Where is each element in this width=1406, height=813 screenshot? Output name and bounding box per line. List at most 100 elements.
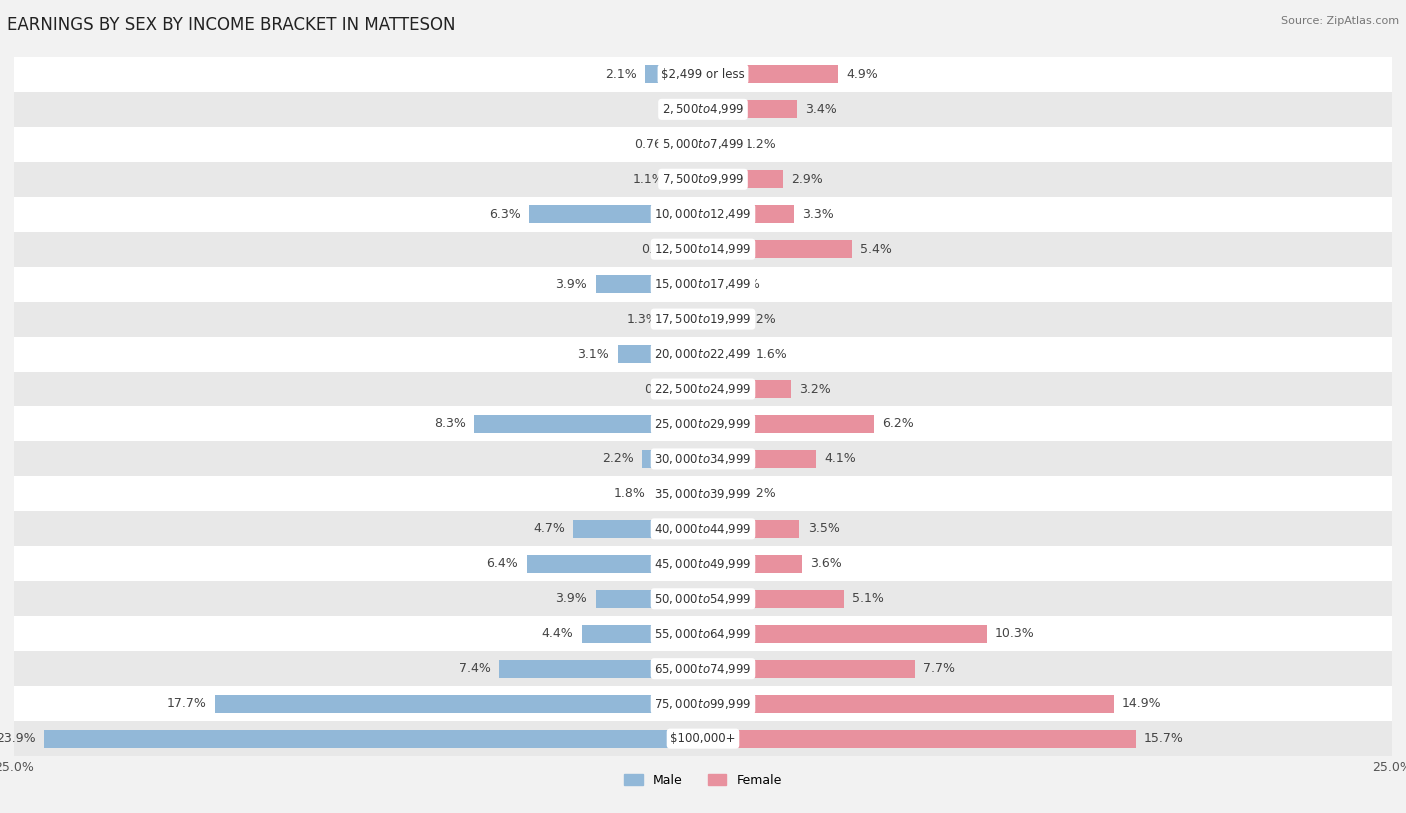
Bar [703, 485, 737, 503]
Bar [14, 616, 1392, 651]
Text: 4.4%: 4.4% [541, 628, 574, 640]
Bar [14, 57, 1392, 92]
Text: $20,000 to $22,499: $20,000 to $22,499 [654, 347, 752, 361]
Bar [14, 546, 1392, 581]
Text: $35,000 to $39,999: $35,000 to $39,999 [654, 487, 752, 501]
Bar [703, 275, 720, 293]
Bar [703, 729, 1136, 748]
Text: 3.2%: 3.2% [800, 383, 831, 395]
Text: 2.9%: 2.9% [792, 173, 823, 185]
Text: 6.4%: 6.4% [486, 558, 519, 570]
Text: Source: ZipAtlas.com: Source: ZipAtlas.com [1281, 16, 1399, 26]
Bar [596, 589, 703, 608]
Bar [645, 65, 703, 84]
Text: 25.0%: 25.0% [0, 761, 34, 774]
Bar [14, 337, 1392, 372]
Bar [530, 205, 703, 224]
Text: 23.9%: 23.9% [0, 733, 37, 745]
Bar [703, 310, 737, 328]
Text: 1.2%: 1.2% [744, 138, 776, 150]
Text: $15,000 to $17,499: $15,000 to $17,499 [654, 277, 752, 291]
Text: 14.9%: 14.9% [1122, 698, 1161, 710]
Text: $7,500 to $9,999: $7,500 to $9,999 [662, 172, 744, 186]
Bar [574, 520, 703, 538]
Bar [14, 127, 1392, 162]
Text: 4.9%: 4.9% [846, 68, 879, 80]
Text: 0.49%: 0.49% [641, 243, 682, 255]
Text: 1.2%: 1.2% [744, 313, 776, 325]
Text: $55,000 to $64,999: $55,000 to $64,999 [654, 627, 752, 641]
Bar [643, 450, 703, 468]
Text: 6.3%: 6.3% [489, 208, 522, 220]
Bar [703, 100, 797, 119]
Text: 1.8%: 1.8% [613, 488, 645, 500]
Bar [499, 659, 703, 678]
Text: 3.9%: 3.9% [555, 593, 588, 605]
Bar [14, 511, 1392, 546]
Legend: Male, Female: Male, Female [619, 769, 787, 792]
Bar [703, 694, 1114, 713]
Text: 7.7%: 7.7% [924, 663, 956, 675]
Bar [703, 589, 844, 608]
Text: 3.3%: 3.3% [803, 208, 834, 220]
Bar [45, 729, 703, 748]
Bar [14, 197, 1392, 232]
Bar [14, 441, 1392, 476]
Text: 0.6%: 0.6% [728, 278, 759, 290]
Text: 7.4%: 7.4% [458, 663, 491, 675]
Bar [703, 240, 852, 259]
Text: 0.1%: 0.1% [659, 103, 692, 115]
Bar [474, 415, 703, 433]
Bar [703, 345, 747, 363]
Bar [703, 65, 838, 84]
Bar [527, 554, 703, 573]
Bar [14, 406, 1392, 441]
Text: $2,500 to $4,999: $2,500 to $4,999 [662, 102, 744, 116]
Text: EARNINGS BY SEX BY INCOME BRACKET IN MATTESON: EARNINGS BY SEX BY INCOME BRACKET IN MAT… [7, 16, 456, 34]
Bar [703, 205, 794, 224]
Text: 3.9%: 3.9% [555, 278, 588, 290]
Text: 3.4%: 3.4% [806, 103, 837, 115]
Text: $45,000 to $49,999: $45,000 to $49,999 [654, 557, 752, 571]
Text: $17,500 to $19,999: $17,500 to $19,999 [654, 312, 752, 326]
Text: $65,000 to $74,999: $65,000 to $74,999 [654, 662, 752, 676]
Text: 4.7%: 4.7% [533, 523, 565, 535]
Bar [700, 100, 703, 119]
Bar [689, 240, 703, 259]
Text: 0.76%: 0.76% [634, 138, 673, 150]
Text: 4.1%: 4.1% [824, 453, 856, 465]
Bar [14, 267, 1392, 302]
Text: 10.3%: 10.3% [995, 628, 1035, 640]
Text: 1.6%: 1.6% [755, 348, 787, 360]
Text: 1.2%: 1.2% [744, 488, 776, 500]
Bar [703, 170, 783, 189]
Text: $75,000 to $99,999: $75,000 to $99,999 [654, 697, 752, 711]
Bar [703, 520, 800, 538]
Bar [703, 380, 792, 398]
Bar [654, 485, 703, 503]
Bar [617, 345, 703, 363]
Bar [14, 721, 1392, 756]
Bar [672, 170, 703, 189]
Bar [14, 162, 1392, 197]
Bar [14, 581, 1392, 616]
Bar [692, 380, 703, 398]
Text: 1.3%: 1.3% [627, 313, 659, 325]
Text: $40,000 to $44,999: $40,000 to $44,999 [654, 522, 752, 536]
Bar [596, 275, 703, 293]
Text: 0.39%: 0.39% [644, 383, 683, 395]
Bar [14, 651, 1392, 686]
Bar [703, 135, 737, 154]
Text: 25.0%: 25.0% [1372, 761, 1406, 774]
Bar [703, 554, 803, 573]
Bar [215, 694, 703, 713]
Bar [703, 624, 987, 643]
Text: $22,500 to $24,999: $22,500 to $24,999 [654, 382, 752, 396]
Text: 3.6%: 3.6% [810, 558, 842, 570]
Bar [703, 450, 815, 468]
Text: 15.7%: 15.7% [1144, 733, 1184, 745]
Bar [682, 135, 703, 154]
Bar [14, 232, 1392, 267]
Text: 5.1%: 5.1% [852, 593, 884, 605]
Bar [668, 310, 703, 328]
